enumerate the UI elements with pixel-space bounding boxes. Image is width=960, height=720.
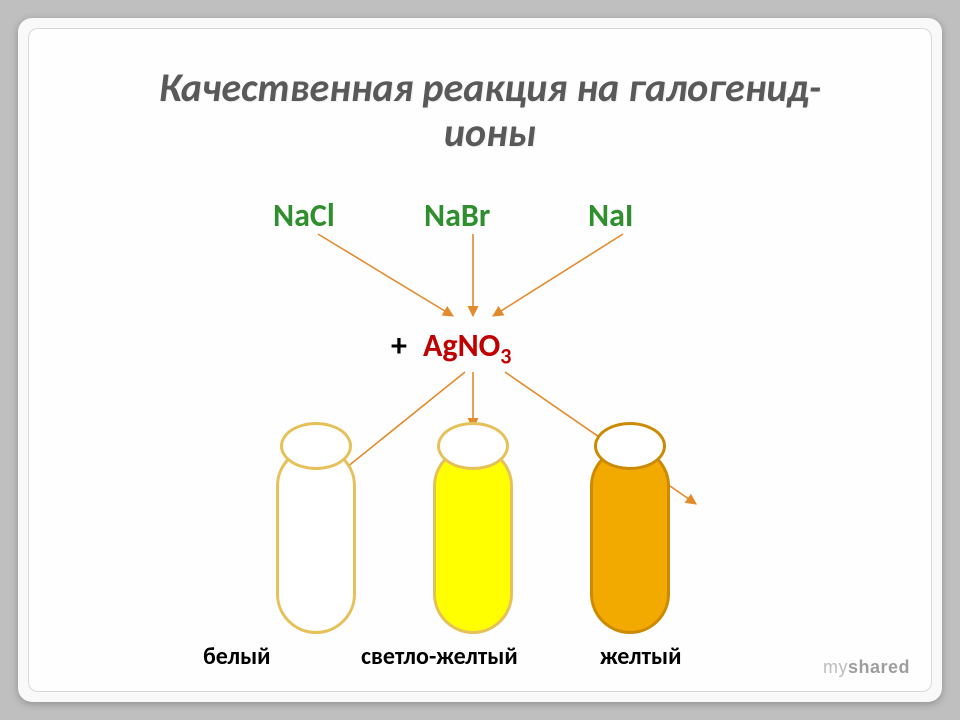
label-white: белый xyxy=(203,642,271,671)
tube-light-yellow-top xyxy=(437,422,509,470)
slide-card: Качественная реакция на галогенид- ионы … xyxy=(18,18,942,702)
label-light-yellow: светло-желтый xyxy=(361,642,518,671)
salt-nabr-label: NaBr xyxy=(424,196,490,235)
tube-yellow-body xyxy=(590,446,670,634)
tube-white-top xyxy=(280,422,352,470)
watermark-part1: my xyxy=(823,657,848,677)
label-yellow: желтый xyxy=(600,642,681,671)
slide-inner: Качественная реакция на галогенид- ионы … xyxy=(28,28,932,692)
tube-white-body xyxy=(276,446,356,634)
watermark-part2: shared xyxy=(848,657,910,677)
plus-sign: + xyxy=(391,326,407,365)
tube-yellow-top xyxy=(594,422,666,470)
salt-nacl-label: NaCl xyxy=(273,196,335,235)
tube-light-yellow xyxy=(433,424,513,634)
tube-white xyxy=(276,424,356,634)
reagent-label: AgNO3 xyxy=(423,326,511,369)
tube-light-yellow-body xyxy=(433,446,513,634)
watermark: myshared xyxy=(823,657,910,678)
salt-nai-label: NaI xyxy=(588,196,633,235)
slide-title: Качественная реакция на галогенид- ионы xyxy=(68,66,912,156)
tube-yellow xyxy=(590,424,670,634)
